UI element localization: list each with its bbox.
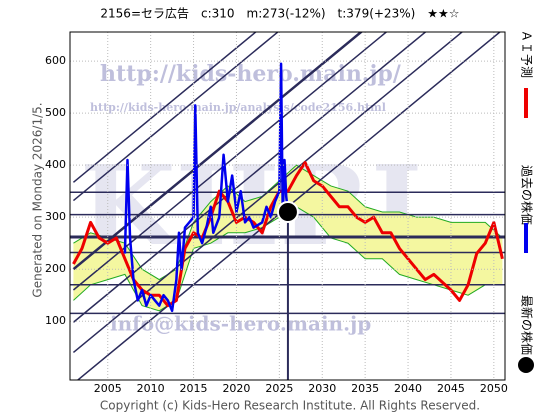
trend-line: [72, 32, 427, 323]
x-tick-label: 2020: [222, 382, 250, 395]
x-tick-label: 2005: [94, 382, 122, 395]
legend-label: 最新の株価: [520, 295, 535, 355]
trend-line: [72, 32, 364, 271]
series-line: [72, 161, 504, 308]
watermark: http://kids-hero.main.jp/analysis/code21…: [90, 101, 386, 114]
series-line: [123, 62, 290, 313]
y-tick-label: 500: [45, 106, 66, 119]
y-tick-label: 200: [45, 262, 66, 275]
watermark: http://kids-hero.main.jp/: [100, 61, 402, 87]
y-tick-label: 600: [45, 54, 66, 67]
chart-title: 2156=セラ広告 c:310 m:273(-12%) t:379(+23%) …: [100, 7, 459, 21]
footer: Copyright (c) Kids-Hero Research Institu…: [100, 399, 480, 413]
legend-label: ＡＩ予測: [520, 30, 534, 78]
y-tick-label: 400: [45, 158, 66, 171]
current-point: [276, 200, 299, 223]
legend-swatch: [518, 357, 534, 373]
x-tick-label: 2025: [265, 382, 293, 395]
x-tick-label: 2030: [308, 382, 336, 395]
watermark: info@kids-hero.main.jp: [110, 312, 371, 336]
x-tick-label: 2015: [180, 382, 208, 395]
y-tick-label: 300: [45, 210, 66, 223]
legend-label: 過去の株価: [520, 165, 535, 225]
x-tick-label: 2010: [137, 382, 165, 395]
left-note: Generated on Monday 2026/1/5.: [31, 102, 45, 297]
trend-line: [72, 32, 388, 291]
y-tick-label: 100: [45, 314, 66, 327]
x-tick-label: 2040: [394, 382, 422, 395]
x-tick-label: 2050: [480, 382, 508, 395]
trend-line: [72, 32, 280, 202]
x-tick-label: 2035: [351, 382, 379, 395]
trend-line: [72, 32, 257, 183]
plot-area: http://kids-hero.main.jp/http://kids-her…: [70, 32, 505, 380]
plot-frame: [69, 31, 506, 381]
x-tick-label: 2045: [437, 382, 465, 395]
